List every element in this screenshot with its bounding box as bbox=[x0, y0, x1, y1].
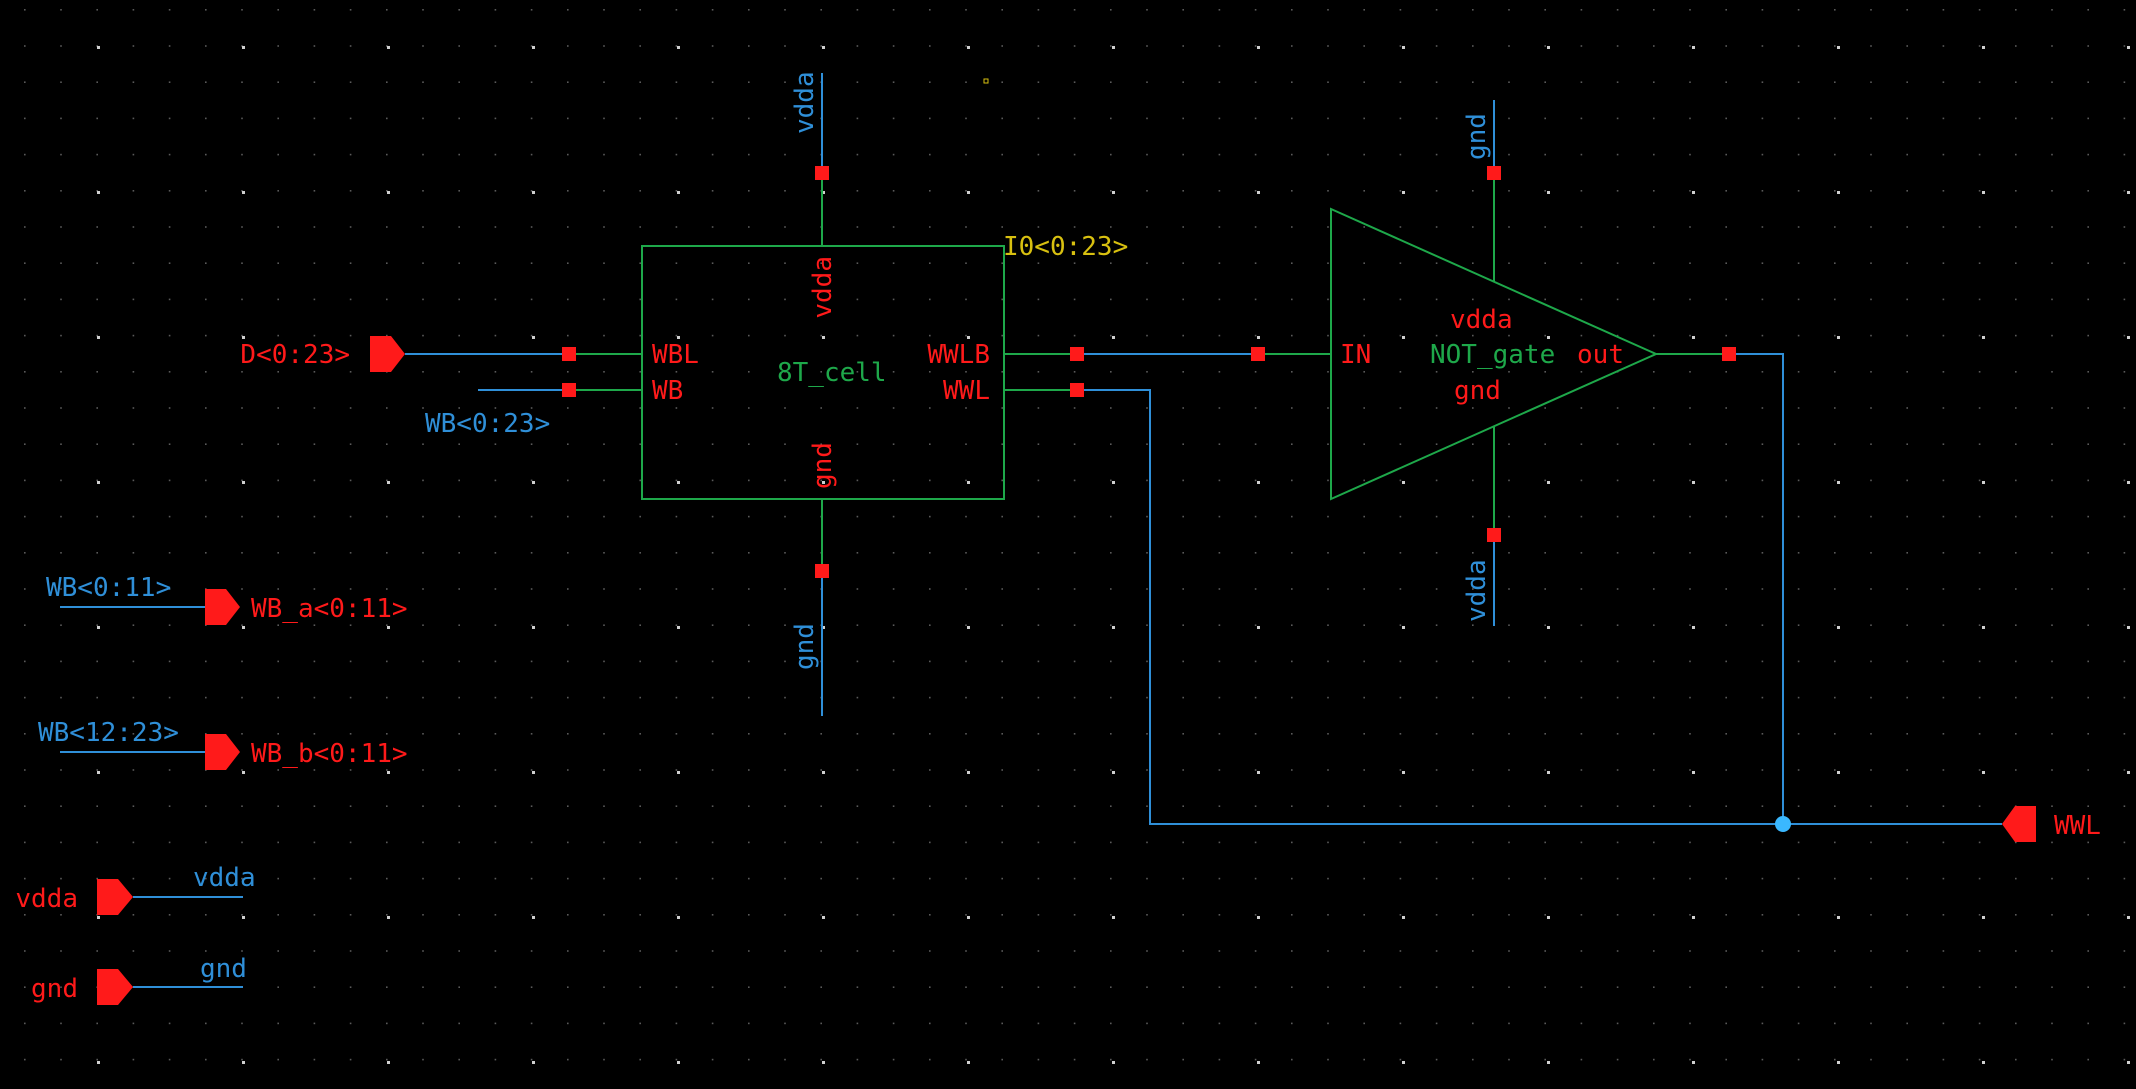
pin-shapes[interactable] bbox=[97, 336, 2036, 1005]
inverter-pin-in-label: IN bbox=[1340, 340, 1371, 370]
not-gate-instance[interactable]: NOT_gate IN out vdda gnd bbox=[1258, 173, 1729, 535]
pin-vdda-label: vdda bbox=[15, 884, 78, 914]
inverter-pin-vdda-label: vdda bbox=[1450, 305, 1513, 335]
cell-pin-wb-label: WB bbox=[652, 376, 683, 406]
net-wb-bus-label: WB<0:23> bbox=[425, 409, 550, 439]
pin-wb-b-shape[interactable] bbox=[205, 734, 240, 770]
net-cell-gnd-label: gnd bbox=[790, 623, 820, 670]
pin-wwl-shape[interactable] bbox=[2002, 806, 2036, 842]
connection-points bbox=[562, 166, 1736, 578]
cell-pin-vdda-label: vdda bbox=[808, 256, 838, 319]
cell-pin-wwl-label: WWL bbox=[943, 376, 990, 406]
pin-wwl-label: WWL bbox=[2054, 811, 2101, 841]
wire-out-to-wwl[interactable] bbox=[1729, 353, 1784, 824]
pin-wb-a-shape[interactable] bbox=[205, 589, 240, 625]
pin-wb-a-label: WB_a<0:11> bbox=[251, 594, 408, 624]
net-wb-low-label: WB<0:11> bbox=[46, 573, 171, 603]
pin-wb-b-label: WB_b<0:11> bbox=[251, 739, 408, 769]
cell-name-label: 8T_cell bbox=[777, 358, 887, 388]
pin-d-shape[interactable] bbox=[370, 336, 405, 372]
net-wb-high-label: WB<12:23> bbox=[38, 718, 179, 748]
instance-name-label: I0<0:23> bbox=[1003, 232, 1128, 262]
inverter-pin-gnd-label: gnd bbox=[1454, 376, 1501, 406]
cell-pin-gnd-label: gnd bbox=[808, 442, 838, 489]
net-inv-gnd-label: gnd bbox=[1462, 113, 1492, 160]
origin-marker bbox=[983, 78, 989, 84]
inverter-pin-out-label: out bbox=[1577, 340, 1624, 370]
net-inv-vdda-label: vdda bbox=[1462, 559, 1492, 622]
wire-wwl-net[interactable] bbox=[1077, 389, 1783, 825]
pin-d-label: D<0:23> bbox=[240, 340, 350, 370]
grid-dots bbox=[24, 9, 2130, 1064]
net-vdda-label: vdda bbox=[193, 863, 256, 893]
inverter-name-label: NOT_gate bbox=[1430, 340, 1555, 370]
cell-pin-wbl-label: WBL bbox=[652, 340, 699, 370]
net-cell-vdda-label: vdda bbox=[790, 71, 820, 134]
pin-gnd-shape[interactable] bbox=[97, 969, 133, 1005]
pin-vdda-shape[interactable] bbox=[97, 879, 133, 915]
cell-8t-instance[interactable]: 8T_cell I0<0:23> WBL WB WWLB WWL vdda gn… bbox=[569, 173, 1128, 571]
pin-gnd-label: gnd bbox=[31, 974, 78, 1004]
wires[interactable] bbox=[60, 73, 2002, 988]
net-gnd-label: gnd bbox=[200, 954, 247, 984]
junction-dot bbox=[1775, 816, 1791, 832]
cell-pin-wwlb-label: WWLB bbox=[927, 340, 990, 370]
